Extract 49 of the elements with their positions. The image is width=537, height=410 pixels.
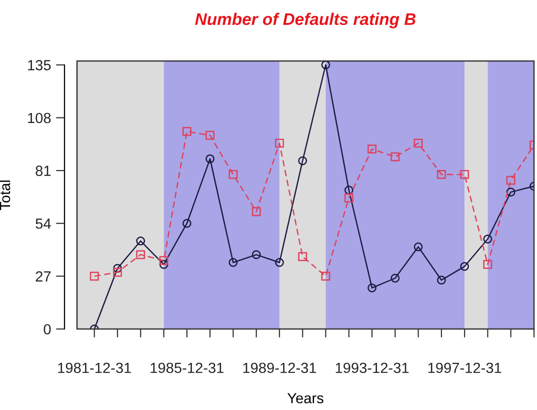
y-tick-label: 135 — [28, 60, 51, 70]
y-tick-label: 108 — [28, 112, 51, 124]
point — [321, 272, 330, 281]
point — [136, 236, 146, 246]
point — [437, 276, 446, 285]
point — [182, 218, 192, 228]
x-tick-label: 1993-12-31 — [336, 362, 409, 374]
x-tick-label: 1997-12-31 — [428, 362, 502, 374]
point — [252, 250, 261, 260]
point — [206, 154, 214, 164]
point — [228, 258, 238, 267]
point — [506, 176, 516, 185]
point — [159, 256, 168, 265]
y-tick-label: 0 — [44, 324, 51, 334]
point — [113, 268, 122, 277]
point — [483, 234, 492, 244]
point — [275, 138, 284, 148]
y-tick-label: 81 — [36, 166, 51, 176]
point — [113, 264, 122, 273]
x-axis-title: Years — [287, 393, 324, 404]
point — [321, 61, 330, 70]
point — [344, 193, 354, 202]
point — [390, 274, 400, 283]
point — [460, 262, 470, 271]
point — [483, 260, 492, 269]
point — [182, 126, 192, 136]
point — [368, 283, 376, 292]
point — [206, 130, 214, 140]
point — [414, 138, 423, 148]
point — [298, 156, 308, 166]
point — [136, 250, 146, 260]
y-tick-label: 27 — [36, 271, 51, 282]
point — [275, 258, 284, 267]
chart-title: Number of Defaults rating B — [195, 12, 416, 28]
point — [90, 272, 99, 281]
point — [298, 252, 308, 262]
point — [159, 260, 168, 269]
point — [414, 242, 423, 252]
point — [368, 144, 376, 154]
point — [506, 188, 516, 197]
point — [228, 170, 238, 179]
x-tick-label: 1985-12-31 — [150, 362, 224, 374]
x-tick-label: 1989-12-31 — [243, 362, 316, 374]
point — [460, 170, 470, 179]
x-tick-label: 1981-12-31 — [58, 362, 131, 374]
point — [390, 152, 400, 162]
y-tick-label: 54 — [36, 218, 51, 229]
point — [437, 170, 446, 179]
point — [252, 207, 261, 216]
